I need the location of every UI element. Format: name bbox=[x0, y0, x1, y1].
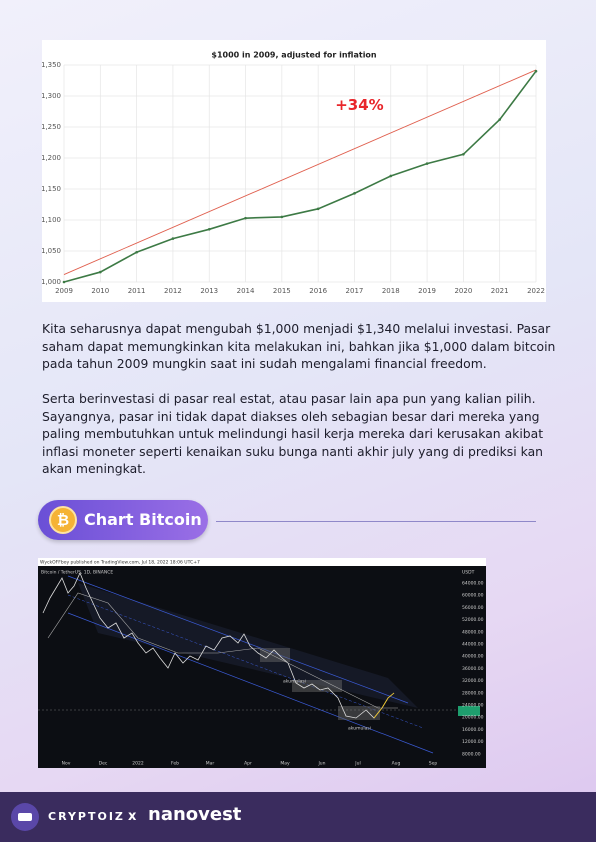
price-label: 16000.00 bbox=[462, 727, 484, 733]
price-label: 28000.00 bbox=[462, 690, 484, 696]
data-point bbox=[99, 270, 102, 274]
time-label: 2022 bbox=[132, 761, 144, 767]
price-label: 32000.00 bbox=[462, 678, 484, 684]
paragraph: Serta berinvestasi di pasar real estat, … bbox=[42, 391, 544, 476]
x-tick-label: 2012 bbox=[164, 287, 182, 295]
time-label: Dec bbox=[99, 761, 108, 767]
price-label: 56000.00 bbox=[462, 605, 484, 611]
x-tick-label: 2021 bbox=[491, 287, 509, 295]
bitcoin-icon: ₿ bbox=[49, 506, 77, 534]
x-tick-label: 2011 bbox=[128, 287, 146, 295]
time-label: Sep bbox=[429, 761, 438, 767]
x-tick-label: 2009 bbox=[55, 287, 73, 295]
time-label: Feb bbox=[171, 761, 179, 767]
data-point bbox=[207, 228, 211, 231]
time-label: May bbox=[280, 761, 290, 767]
annotation: akumulasi bbox=[348, 726, 371, 732]
price-label: 40000.00 bbox=[462, 654, 484, 660]
time-label: Apr bbox=[244, 761, 252, 767]
x-tick-label: 2010 bbox=[91, 287, 109, 295]
x-tick-label: 2019 bbox=[418, 287, 436, 295]
price-label: 64000.00 bbox=[462, 581, 484, 587]
time-label: Mar bbox=[206, 761, 215, 767]
brand: CRYPTOIZ bbox=[48, 810, 125, 823]
screenshot-symbol: Bitcoin / TetherUS, 1D, BINANCE bbox=[41, 570, 113, 576]
inflation-chart: $1000 in 2009, adjusted for inflation 1,… bbox=[42, 40, 546, 302]
brand-icon bbox=[11, 803, 39, 831]
x-tick-label: 2017 bbox=[346, 287, 364, 295]
price-label: 24000.00 bbox=[462, 703, 484, 709]
data-point bbox=[244, 216, 247, 220]
paragraph: Kita seharusnya dapat mengubah $1,000 me… bbox=[42, 321, 556, 371]
price-label: 44000.00 bbox=[462, 642, 484, 648]
data-point bbox=[62, 280, 66, 284]
data-point bbox=[534, 69, 538, 73]
x-tick-label: 2018 bbox=[382, 287, 400, 295]
annotation: +34% bbox=[335, 96, 383, 114]
price-label: 8000.00 bbox=[462, 751, 481, 757]
time-label: Aug bbox=[392, 761, 401, 767]
partner: nanovest bbox=[148, 804, 242, 825]
x-tick-label: 2013 bbox=[200, 287, 218, 295]
data-point bbox=[353, 192, 356, 195]
data-point bbox=[135, 250, 138, 254]
section-pill: ₿ Chart Bitcoin bbox=[38, 500, 208, 540]
tradingview-screenshot: WyckOFFboy published on TradingView.com,… bbox=[38, 558, 486, 768]
footer: CRYPTOIZ x nanovest bbox=[0, 792, 596, 842]
price-label: 12000.00 bbox=[462, 739, 484, 745]
x-tick-label: 2014 bbox=[237, 287, 255, 295]
data-point bbox=[389, 174, 393, 178]
price-label: 52000.00 bbox=[462, 617, 484, 623]
time-label: Jun bbox=[317, 761, 325, 767]
y-tick-label: 1,300 bbox=[42, 92, 61, 100]
price-label: 36000.00 bbox=[462, 666, 484, 672]
data-point bbox=[316, 207, 320, 211]
y-tick-label: 1,150 bbox=[42, 185, 61, 193]
y-tick-label: 1,250 bbox=[42, 123, 61, 131]
time-label: Nov bbox=[62, 761, 71, 767]
price-label: 20000.00 bbox=[462, 715, 484, 721]
y-tick-label: 1,350 bbox=[42, 61, 61, 69]
separator: x bbox=[128, 809, 137, 824]
data-point bbox=[462, 152, 465, 156]
data-point bbox=[171, 237, 175, 240]
y-tick-label: 1,000 bbox=[42, 278, 61, 286]
y-tick-label: 1,100 bbox=[42, 216, 61, 224]
svg-text:₿: ₿ bbox=[57, 511, 69, 529]
screenshot-currency: USDT bbox=[462, 570, 475, 576]
data-line bbox=[63, 70, 537, 283]
x-tick-label: 2020 bbox=[454, 287, 472, 295]
x-tick-label: 2015 bbox=[273, 287, 291, 295]
section-title: Chart Bitcoin bbox=[84, 510, 202, 529]
y-tick-label: 1,050 bbox=[42, 247, 61, 255]
time-label: Jul bbox=[354, 761, 360, 767]
trend-line bbox=[63, 69, 537, 275]
price-label: 48000.00 bbox=[462, 629, 484, 635]
data-point bbox=[425, 162, 429, 165]
x-tick-label: 2016 bbox=[309, 287, 327, 295]
data-point bbox=[280, 215, 284, 219]
data-point bbox=[498, 118, 501, 121]
screenshot-header: WyckOFFboy published on TradingView.com,… bbox=[40, 560, 200, 566]
price-label: 60000.00 bbox=[462, 593, 484, 599]
annotation: akumulasi bbox=[283, 679, 306, 685]
chart-title: $1000 in 2009, adjusted for inflation bbox=[211, 51, 377, 60]
divider bbox=[216, 521, 536, 522]
y-tick-label: 1,200 bbox=[42, 154, 61, 162]
x-tick-label: 2022 bbox=[527, 287, 545, 295]
